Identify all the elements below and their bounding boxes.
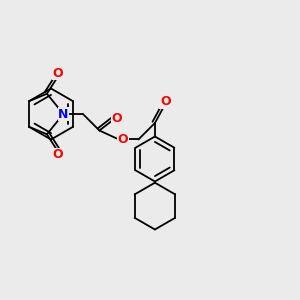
Text: O: O (52, 148, 63, 161)
Text: O: O (112, 112, 122, 125)
Text: O: O (160, 95, 171, 109)
Text: O: O (118, 133, 128, 146)
Text: O: O (52, 67, 63, 80)
Text: N: N (58, 107, 69, 121)
